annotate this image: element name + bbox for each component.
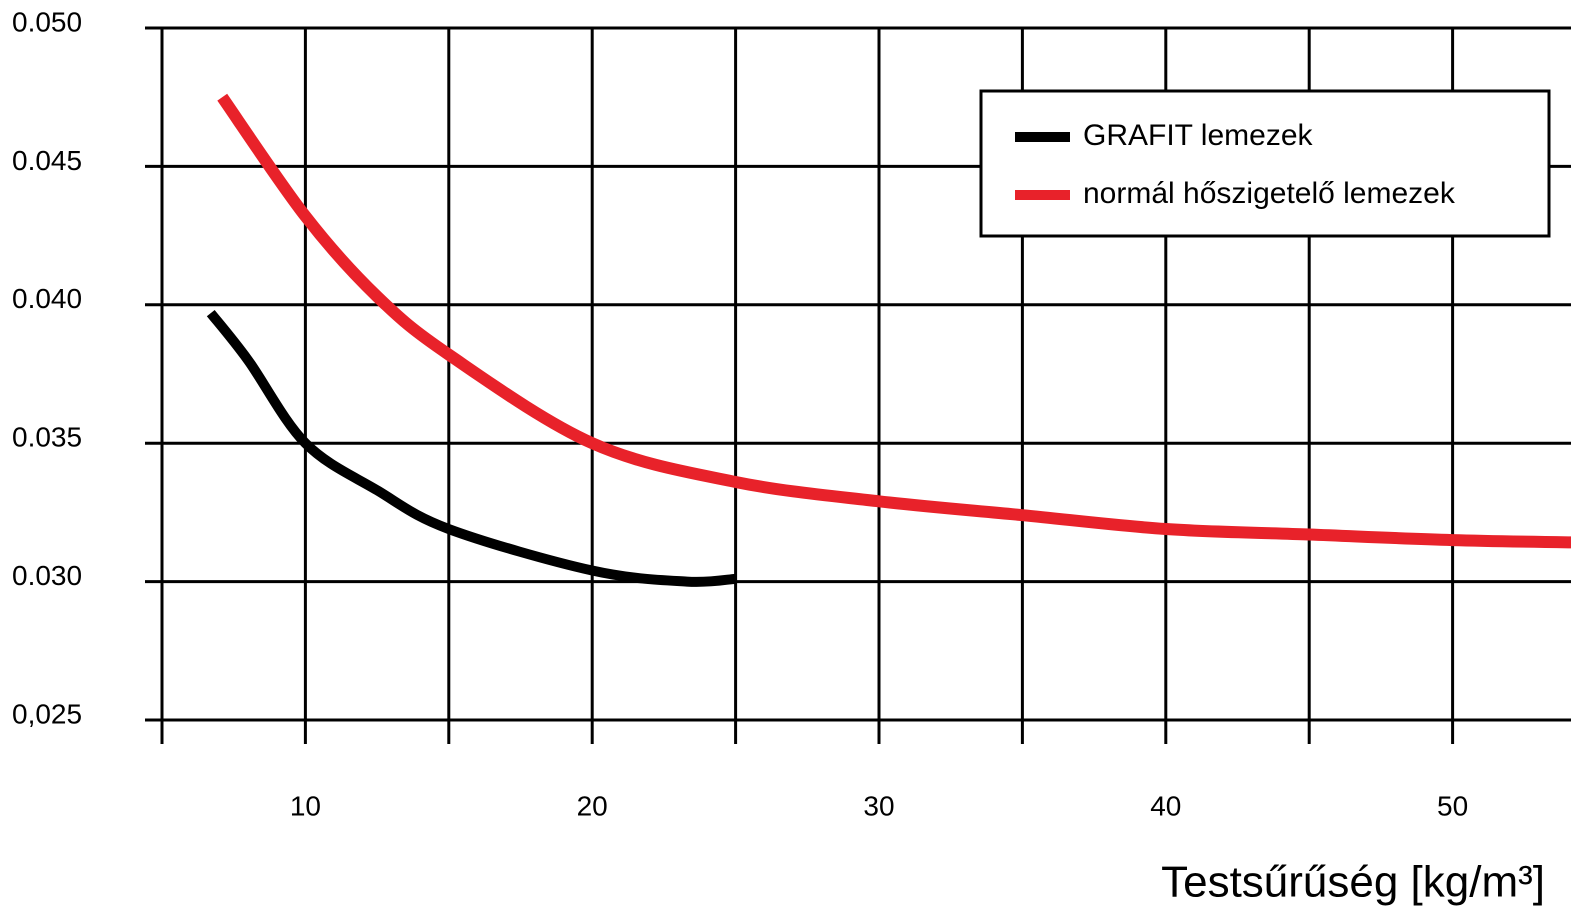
y-tick-label: 0.030 <box>12 560 82 591</box>
legend-label: normál hőszigetelő lemezek <box>1083 177 1456 210</box>
x-axis-label: Testsűrűség [kg/m³] <box>1161 858 1545 907</box>
data-line <box>206 309 737 587</box>
x-tick-label: 10 <box>290 790 321 821</box>
legend-box <box>979 89 1551 238</box>
y-tick-label: 0.035 <box>12 422 82 453</box>
x-tick-label: 30 <box>863 790 894 821</box>
data-line <box>217 93 1571 549</box>
legend-label: GRAFIT lemezek <box>1083 119 1313 152</box>
x-tick-label: 50 <box>1437 790 1468 821</box>
x-tick-label: 40 <box>1150 790 1181 821</box>
y-tick-label: 0,025 <box>12 698 82 729</box>
x-tick-label: 20 <box>577 790 608 821</box>
y-tick-label: 0.045 <box>12 145 82 176</box>
y-tick-label: 0.050 <box>12 6 82 37</box>
legend: GRAFIT lemezek normál hőszigetelő lemezek <box>979 89 1551 238</box>
y-tick-label: 0.040 <box>12 283 82 314</box>
